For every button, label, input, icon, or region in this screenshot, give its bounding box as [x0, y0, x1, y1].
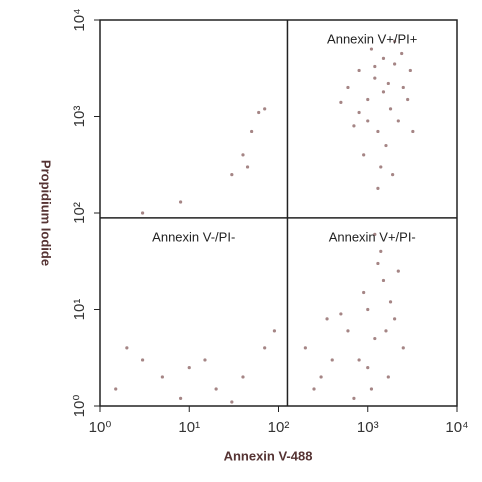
event-dot	[386, 81, 390, 86]
event-dot	[411, 129, 415, 134]
event-dot	[346, 85, 350, 90]
event-dot	[381, 278, 386, 283]
event-dot	[272, 329, 277, 333]
event-dot	[384, 143, 388, 148]
quadrant-label: Annexin V+/PI-	[329, 229, 416, 244]
event-dot	[366, 119, 370, 123]
x-tick-label: 10³	[357, 419, 379, 436]
y-axis-label: Propidium Iodide	[39, 160, 54, 266]
event-dot	[393, 39, 397, 44]
event-dot	[330, 358, 334, 362]
quadrant-label: Annexin V-/PI-	[152, 229, 235, 244]
event-dot	[263, 346, 267, 350]
event-dot	[366, 307, 370, 312]
quadrant-label: Annexin V+/PI+	[327, 31, 417, 46]
event-dot	[312, 387, 316, 391]
event-dot	[381, 90, 386, 94]
event-dot	[366, 97, 370, 102]
event-dot	[362, 153, 366, 157]
event-dot	[230, 172, 234, 177]
event-dot	[303, 346, 307, 350]
event-dot	[369, 387, 374, 391]
event-dot	[241, 375, 245, 379]
event-dot	[263, 107, 267, 111]
event-dot	[396, 119, 400, 123]
event-dot	[346, 329, 350, 333]
event-dot	[369, 47, 374, 51]
x-tick-label: 10⁴	[445, 419, 468, 436]
event-dot	[352, 396, 356, 400]
event-dot	[401, 346, 405, 350]
event-dot	[257, 110, 261, 115]
event-dot	[406, 97, 410, 102]
event-dot	[393, 317, 397, 321]
event-dot	[366, 365, 370, 370]
event-dot	[179, 396, 183, 400]
event-dot	[230, 400, 234, 404]
y-tick-label: 10²	[71, 202, 88, 224]
y-tick-label: 10³	[71, 106, 88, 128]
event-dot	[352, 124, 356, 128]
event-dot	[396, 269, 400, 273]
y-tick-label: 10⁰	[71, 395, 88, 418]
event-dot	[250, 129, 254, 134]
event-dot	[376, 186, 380, 190]
event-dot	[114, 387, 118, 391]
event-dot	[373, 76, 377, 80]
event-dot	[241, 153, 245, 157]
event-dot	[373, 64, 377, 69]
event-dot	[400, 51, 404, 56]
event-dot	[125, 346, 129, 350]
y-tick-label: 10⁴	[71, 8, 88, 31]
event-dot	[393, 62, 397, 66]
event-dot	[362, 290, 366, 295]
event-dot	[379, 249, 383, 254]
event-dot	[388, 300, 393, 304]
event-dot	[391, 172, 395, 177]
event-dot	[187, 365, 191, 370]
event-dot	[388, 107, 393, 111]
event-dot	[203, 358, 207, 362]
event-dot	[160, 375, 164, 379]
event-dot	[140, 211, 145, 215]
event-dot	[339, 100, 343, 104]
event-dot	[357, 358, 361, 362]
event-dot	[179, 200, 183, 204]
y-tick-label: 10¹	[71, 299, 88, 321]
event-dot	[384, 329, 388, 333]
event-dot	[319, 375, 323, 379]
x-axis-label: Annexin V-488	[224, 448, 313, 463]
event-dot	[373, 232, 377, 237]
event-dot	[214, 387, 218, 391]
x-tick-label: 10⁰	[89, 419, 112, 436]
event-dot	[325, 317, 329, 321]
event-dot	[401, 85, 405, 90]
event-dot	[245, 165, 250, 169]
event-dot	[140, 358, 145, 362]
x-tick-label: 10²	[268, 419, 290, 436]
event-dot	[381, 56, 386, 61]
event-dot	[339, 312, 343, 316]
event-dot	[357, 110, 361, 115]
event-dot	[373, 336, 377, 341]
event-dot	[357, 68, 361, 73]
event-dot	[386, 375, 390, 379]
x-tick-label: 10¹	[178, 419, 200, 436]
event-dot	[376, 261, 380, 266]
event-dot	[379, 165, 383, 169]
event-dot	[376, 129, 380, 134]
event-dot	[408, 68, 412, 73]
